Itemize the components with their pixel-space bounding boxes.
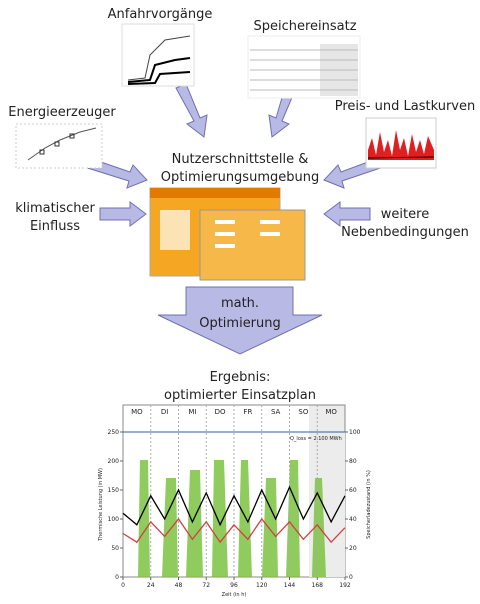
label: optimierter Einsatzplan — [164, 388, 316, 403]
x-tick-label: 96 — [230, 582, 238, 589]
y-tick-label: 150 — [108, 487, 120, 494]
label: klimatischer — [15, 201, 95, 216]
arrow — [323, 201, 371, 227]
label: Speichereinsatz — [253, 19, 356, 34]
label: Anfahrvorgänge — [108, 7, 213, 22]
label: Optimierung — [199, 316, 281, 331]
storage-bars — [138, 460, 326, 577]
arrow — [99, 201, 147, 227]
annotation: Q_loss = 2.100 MWh — [290, 436, 342, 442]
x-tick-label: 24 — [147, 582, 155, 589]
x-tick-label: 48 — [175, 582, 183, 589]
line — [122, 485, 346, 527]
day-label: MI — [188, 408, 196, 416]
label: weitere — [381, 207, 429, 222]
label: Ergebnis: — [210, 370, 271, 385]
x-label: Zeit (in h) — [222, 592, 247, 598]
label: Energieerzeuger — [8, 105, 116, 120]
y2-tick-label: 20 — [349, 545, 357, 552]
y2-tick-label: 60 — [349, 487, 357, 494]
y-tick-label: 100 — [108, 516, 120, 523]
y-tick-label: 200 — [108, 458, 120, 465]
x-tick-label: 72 — [202, 582, 210, 589]
line — [122, 517, 346, 544]
label: Optimierungsumgebung — [161, 170, 319, 185]
label: Preis- und Lastkurven — [335, 99, 475, 114]
label: Nutzerschnittstelle & — [172, 152, 309, 167]
y-tick-label: 250 — [108, 429, 120, 436]
arrow — [175, 83, 208, 138]
x-tick-label: 120 — [256, 582, 268, 589]
y2-tick-label: 80 — [349, 458, 357, 465]
x-tick-label: 168 — [312, 582, 324, 589]
day-label: FR — [243, 408, 252, 416]
day-label: MO — [131, 408, 143, 416]
day-label: SA — [271, 408, 281, 416]
big-arrow — [157, 286, 323, 355]
y2-tick-label: 40 — [349, 516, 357, 523]
y-tick-label: 0 — [115, 574, 119, 581]
x-tick-label: 144 — [284, 582, 296, 589]
day-label: DI — [161, 408, 168, 416]
y-label: Thermische Leistung (in MW) — [98, 468, 104, 542]
storage-thumb — [247, 35, 361, 99]
price-thumb — [365, 117, 437, 169]
label: Nebenbedingungen — [341, 225, 469, 240]
day-label: MO — [325, 408, 337, 416]
day-label: DO — [215, 408, 226, 416]
label: math. — [221, 296, 259, 311]
y2-tick-label: 0 — [349, 574, 353, 581]
ui-screenshot — [149, 187, 306, 281]
x-tick-label: 192 — [339, 582, 351, 589]
y-tick-label: 50 — [111, 545, 119, 552]
y2-tick-label: 100 — [349, 429, 361, 436]
day-label: SO — [298, 408, 308, 416]
x-tick-label: 0 — [121, 582, 125, 589]
startup-thumb — [121, 23, 195, 87]
y2-label: Speicherladezustand (in %) — [366, 470, 372, 539]
generator-thumb — [15, 123, 103, 169]
label: Einfluss — [30, 219, 80, 234]
